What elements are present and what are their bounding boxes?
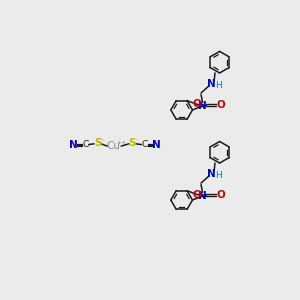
Text: O: O bbox=[193, 99, 202, 110]
Text: O: O bbox=[216, 190, 225, 200]
Text: Cu: Cu bbox=[106, 141, 121, 151]
Text: O: O bbox=[193, 190, 202, 200]
Text: -: - bbox=[136, 136, 138, 142]
Text: S: S bbox=[94, 138, 102, 148]
Text: N: N bbox=[69, 140, 77, 150]
Text: H: H bbox=[215, 81, 221, 90]
Text: N: N bbox=[152, 140, 161, 150]
Text: N: N bbox=[208, 169, 216, 179]
Text: O: O bbox=[216, 100, 225, 110]
Text: H: H bbox=[215, 171, 221, 180]
Text: C: C bbox=[82, 140, 89, 149]
Text: C: C bbox=[141, 140, 148, 149]
Text: N: N bbox=[198, 191, 207, 201]
Text: ++: ++ bbox=[116, 140, 127, 145]
Text: S: S bbox=[128, 138, 136, 148]
Text: -: - bbox=[101, 136, 104, 142]
Text: N: N bbox=[198, 101, 207, 111]
Text: N: N bbox=[208, 79, 216, 89]
